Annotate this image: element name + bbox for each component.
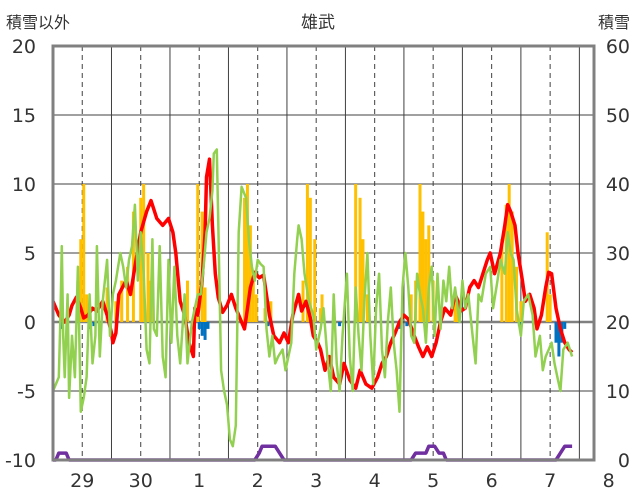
series-line (51, 148, 574, 448)
left-axis-ticks: -10 -5 0 5 10 15 20 (5, 36, 36, 472)
x-tick-label: 4 (369, 470, 381, 492)
series-line (51, 157, 574, 390)
left-tick-label: 0 (24, 312, 36, 334)
data-bar (206, 322, 210, 329)
series-line (53, 444, 573, 462)
right-tick-label: 30 (606, 243, 630, 265)
data-bar (254, 294, 258, 322)
x-axis-ticks: 29 30 1 2 3 4 5 6 7 8 (70, 470, 615, 492)
data-bar (196, 184, 200, 322)
data-bar (563, 322, 567, 329)
right-tick-label: 60 (606, 36, 630, 58)
data-bar (248, 225, 252, 322)
data-bar (203, 322, 207, 340)
data-bar (507, 184, 511, 322)
x-tick-label: 1 (193, 470, 205, 492)
plot-border (51, 44, 596, 462)
line-series (51, 148, 574, 462)
data-bar (85, 294, 89, 322)
data-bar (557, 322, 561, 357)
data-bar (308, 197, 312, 322)
right-axis-ticks: 0 10 20 30 40 50 60 (606, 36, 630, 472)
data-bar (251, 280, 255, 322)
plot-area (51, 44, 596, 462)
x-tick-label: 30 (129, 470, 153, 492)
data-bar (120, 280, 124, 322)
right-tick-label: 0 (618, 450, 630, 472)
data-bar (82, 184, 86, 322)
x-tick-label: 29 (70, 470, 94, 492)
left-tick-label: 15 (12, 105, 36, 127)
data-bar (146, 253, 150, 322)
left-tick-label: 20 (12, 36, 36, 58)
data-bar (421, 211, 425, 322)
x-tick-label: 5 (427, 470, 439, 492)
data-bar (60, 322, 64, 329)
data-bar (305, 184, 309, 322)
data-bar (361, 239, 365, 322)
data-bar (105, 287, 109, 322)
left-axis-label: 積雪以外 (6, 13, 70, 32)
data-bar (338, 322, 342, 327)
right-axis-label: 積雪 (598, 13, 630, 32)
data-bar (139, 197, 143, 322)
plot-frame (51, 44, 596, 462)
data-bar (197, 322, 201, 329)
left-tick-label: -10 (5, 450, 36, 472)
data-bar (358, 197, 362, 322)
right-tick-label: 40 (606, 174, 630, 196)
data-bar (266, 322, 270, 327)
left-tick-label: 10 (12, 174, 36, 196)
data-bar (519, 301, 523, 322)
x-tick-label: 6 (486, 470, 498, 492)
data-bar (418, 184, 422, 322)
x-tick-label: 8 (603, 470, 615, 492)
data-bar (548, 294, 552, 322)
chart-title: 雄武 (301, 13, 335, 33)
data-bar (313, 239, 317, 322)
data-bar (510, 211, 514, 322)
x-tick-label: 2 (252, 470, 264, 492)
data-bar (427, 225, 431, 322)
x-tick-label: 3 (310, 470, 322, 492)
data-bar (203, 287, 207, 322)
data-bar (92, 322, 96, 327)
right-tick-label: 50 (606, 105, 630, 127)
left-tick-label: 5 (24, 243, 36, 265)
data-bar (424, 239, 428, 322)
data-bar (453, 294, 457, 322)
right-tick-label: 10 (606, 381, 630, 403)
left-tick-label: -5 (17, 381, 36, 403)
data-bar (126, 266, 130, 322)
data-bar (243, 197, 247, 322)
data-bar (142, 184, 146, 322)
x-tick-label: 7 (544, 470, 556, 492)
data-bar (269, 301, 273, 322)
right-tick-label: 20 (606, 312, 630, 334)
data-bar (301, 280, 305, 322)
data-bar (365, 294, 369, 322)
data-bar (79, 239, 83, 322)
data-bar (245, 184, 249, 322)
data-bar (405, 322, 409, 327)
data-bar (186, 280, 190, 322)
data-bar (500, 239, 504, 322)
data-bar (354, 184, 358, 322)
data-bar (200, 322, 204, 336)
data-bar (320, 294, 324, 322)
data-bar (409, 294, 413, 322)
data-bar (554, 322, 558, 343)
